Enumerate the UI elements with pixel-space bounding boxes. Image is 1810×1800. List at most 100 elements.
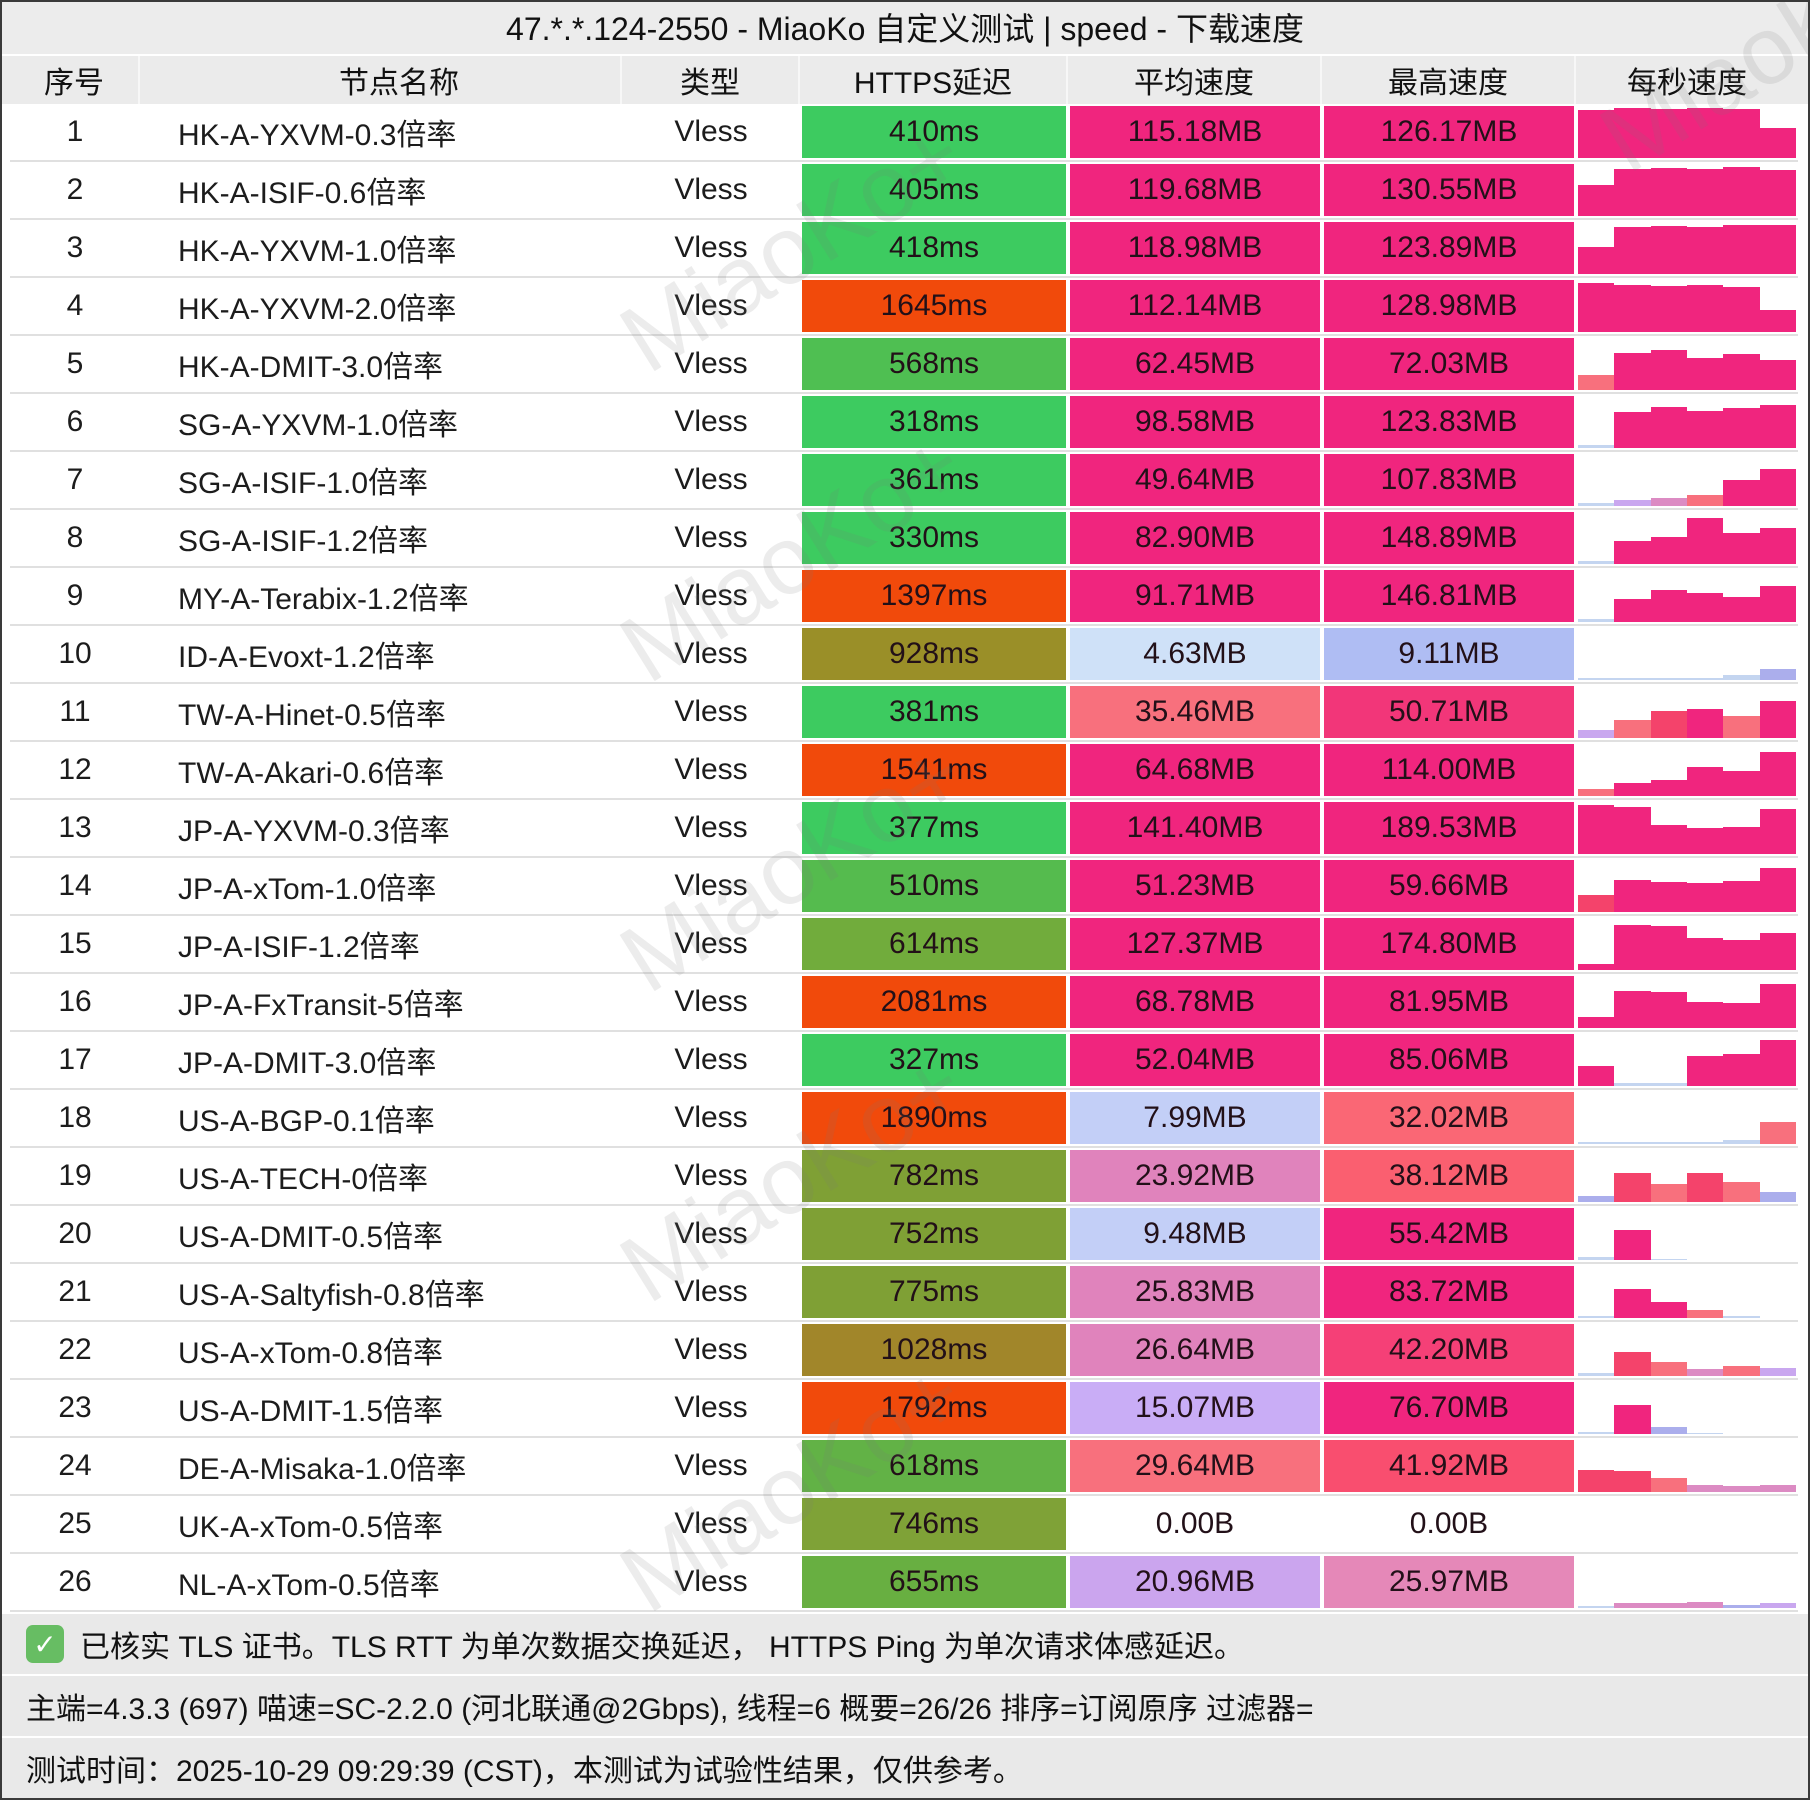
- table-row: 14 JP-A-xTom-1.0倍率 Vless 510ms 51.23MB 59.66M…: [10, 858, 1798, 916]
- max-speed-cell: 25.97MB: [1322, 1554, 1576, 1610]
- sparkline-bar: [1650, 407, 1687, 448]
- latency-cell-value: 318ms: [802, 396, 1066, 448]
- sparkline: [1578, 802, 1796, 854]
- tls-note-text: 已核实 TLS 证书。TLS RTT 为单次数据交换延迟， HTTPS Ping…: [80, 1631, 1244, 1664]
- avg-speed-cell: 4.63MB: [1068, 626, 1322, 682]
- latency-cell-value: 410ms: [802, 106, 1066, 158]
- node-name: JP-A-YXVM-0.3倍率: [178, 815, 450, 848]
- sparkline-bar: [1723, 1053, 1760, 1086]
- table-row: 12 TW-A-Akari-0.6倍率 Vless 1541ms 64.68MB 114.…: [10, 742, 1798, 800]
- table-row: 26 NL-A-xTom-0.5倍率 Vless 655ms 20.96MB 25.97M…: [10, 1554, 1798, 1612]
- avg-speed-cell: 49.64MB: [1068, 452, 1322, 508]
- sparkline-bar: [1614, 169, 1651, 216]
- sparkline-bar: [1723, 408, 1760, 448]
- sparkline-bar: [1614, 540, 1651, 564]
- sparkline-bar: [1759, 868, 1796, 912]
- max-speed-cell: 174.80MB: [1322, 916, 1576, 972]
- max-speed-cell-value: 114.00MB: [1324, 744, 1574, 796]
- sparkline-bar: [1723, 880, 1760, 912]
- sparkline-bar: [1759, 1485, 1796, 1492]
- row-index: 16: [58, 985, 92, 1018]
- sparkline: [1578, 1034, 1796, 1086]
- sparkline-bar: [1686, 1002, 1724, 1028]
- sparkline-bar: [1650, 167, 1687, 216]
- sparkline-bar: [1614, 925, 1651, 970]
- latency-cell-value: 1541ms: [802, 744, 1066, 796]
- max-speed-cell: 114.00MB: [1322, 742, 1576, 798]
- row-index: 23: [58, 1391, 92, 1424]
- per-second-speed-sparkline: [1576, 800, 1798, 856]
- avg-speed-cell: 141.40MB: [1068, 800, 1322, 856]
- node-type: Vless: [674, 405, 748, 438]
- per-second-speed-sparkline: [1576, 1322, 1798, 1378]
- table-row: 19 US-A-TECH-0倍率 Vless 782ms 23.92MB 38.12MB: [10, 1148, 1798, 1206]
- sparkline-bar: [1759, 668, 1796, 680]
- max-speed-cell: 32.02MB: [1322, 1090, 1576, 1146]
- max-speed-cell-value: 148.89MB: [1324, 512, 1574, 564]
- latency-cell: 614ms: [800, 916, 1068, 972]
- sparkline-bar: [1759, 170, 1796, 216]
- per-second-speed-sparkline: [1576, 1554, 1798, 1610]
- avg-speed-cell: 26.64MB: [1068, 1322, 1322, 1378]
- footer-meta: 主端=4.3.3 (697) 喵速=SC-2.2.0 (河北联通@2Gbps),…: [2, 1674, 1808, 1736]
- sparkline-bar: [1759, 1122, 1796, 1144]
- avg-speed-cell: 15.07MB: [1068, 1380, 1322, 1436]
- sparkline: [1578, 454, 1796, 506]
- row-index: 10: [58, 637, 92, 670]
- latency-cell: 418ms: [800, 220, 1068, 276]
- latency-cell-value: 1397ms: [802, 570, 1066, 622]
- latency-cell-value: 1645ms: [802, 280, 1066, 332]
- node-type: Vless: [674, 1217, 748, 1250]
- node-type: Vless: [674, 521, 748, 554]
- row-index: 8: [66, 521, 84, 554]
- sparkline-bar: [1723, 674, 1760, 680]
- max-speed-cell-value: 76.70MB: [1324, 1382, 1574, 1434]
- sparkline-bar: [1650, 498, 1687, 506]
- latency-cell: 1028ms: [800, 1322, 1068, 1378]
- sparkline-bar: [1723, 286, 1760, 332]
- latency-cell: 361ms: [800, 452, 1068, 508]
- avg-speed-cell: 64.68MB: [1068, 742, 1322, 798]
- avg-speed-cell-value: 141.40MB: [1070, 802, 1320, 854]
- table-row: 15 JP-A-ISIF-1.2倍率 Vless 614ms 127.37MB 174.8…: [10, 916, 1798, 974]
- column-header: 序号: [10, 56, 140, 104]
- table-body: 1 HK-A-YXVM-0.3倍率 Vless 410ms 115.18MB 126.17…: [2, 104, 1808, 1612]
- per-second-speed-sparkline: [1576, 626, 1798, 682]
- sparkline-bar: [1578, 1315, 1615, 1318]
- sparkline-bar: [1578, 678, 1615, 680]
- max-speed-cell-value: 146.81MB: [1324, 570, 1574, 622]
- avg-speed-cell-value: 0.00B: [1070, 1498, 1320, 1550]
- latency-cell: 746ms: [800, 1496, 1068, 1552]
- node-type: Vless: [674, 869, 748, 902]
- avg-speed-cell: 62.45MB: [1068, 336, 1322, 392]
- sparkline-bar: [1578, 1066, 1615, 1086]
- latency-cell-value: 1890ms: [802, 1092, 1066, 1144]
- table-row: 17 JP-A-DMIT-3.0倍率 Vless 327ms 52.04MB 85.06M…: [10, 1032, 1798, 1090]
- sparkline-bar: [1650, 881, 1687, 912]
- node-name: HK-A-DMIT-3.0倍率: [178, 351, 444, 384]
- sparkline-bar: [1686, 285, 1724, 332]
- sparkline-bar: [1650, 1362, 1687, 1376]
- avg-speed-cell: 29.64MB: [1068, 1438, 1322, 1494]
- sparkline-bar: [1686, 937, 1724, 970]
- max-speed-cell: 0.00B: [1322, 1496, 1576, 1552]
- latency-cell: 1792ms: [800, 1380, 1068, 1436]
- table-row: 7 SG-A-ISIF-1.0倍率 Vless 361ms 49.64MB 107.83M…: [10, 452, 1798, 510]
- latency-cell-value: 1792ms: [802, 1382, 1066, 1434]
- sparkline-bar: [1686, 593, 1724, 622]
- sparkline-bar: [1614, 1142, 1651, 1144]
- latency-cell-value: 782ms: [802, 1150, 1066, 1202]
- avg-speed-cell-value: 23.92MB: [1070, 1150, 1320, 1202]
- table-row: 23 US-A-DMIT-1.5倍率 Vless 1792ms 15.07MB 76.70…: [10, 1380, 1798, 1438]
- avg-speed-cell: 119.68MB: [1068, 162, 1322, 218]
- max-speed-cell-value: 50.71MB: [1324, 686, 1574, 738]
- sparkline-bar: [1723, 1003, 1760, 1028]
- sparkline: [1578, 1440, 1796, 1492]
- sparkline-bar: [1578, 283, 1615, 332]
- max-speed-cell: 148.89MB: [1322, 510, 1576, 566]
- node-type: Vless: [674, 115, 748, 148]
- latency-cell-value: 361ms: [802, 454, 1066, 506]
- per-second-speed-sparkline: [1576, 278, 1798, 334]
- latency-cell: 381ms: [800, 684, 1068, 740]
- table-row: 18 US-A-BGP-0.1倍率 Vless 1890ms 7.99MB 32.02MB: [10, 1090, 1798, 1148]
